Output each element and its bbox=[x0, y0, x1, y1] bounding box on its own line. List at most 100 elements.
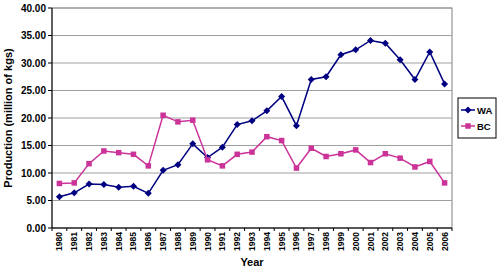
x-tick bbox=[229, 228, 230, 231]
point bbox=[57, 181, 63, 187]
y-tick-label: 35.00 bbox=[21, 30, 46, 41]
point bbox=[190, 117, 196, 123]
grid-line bbox=[52, 63, 452, 64]
grid-line bbox=[52, 200, 452, 201]
y-tick bbox=[48, 145, 52, 146]
point bbox=[294, 165, 300, 171]
point bbox=[279, 138, 285, 144]
point bbox=[219, 144, 226, 151]
point bbox=[145, 190, 152, 197]
point bbox=[426, 49, 433, 56]
point bbox=[115, 184, 122, 191]
point bbox=[293, 122, 300, 129]
legend bbox=[458, 98, 496, 138]
x-axis-label: Year bbox=[240, 256, 264, 268]
x-tick bbox=[377, 228, 378, 231]
point bbox=[441, 80, 448, 87]
x-tick bbox=[185, 228, 186, 231]
x-tick bbox=[111, 228, 112, 231]
chart: 0.005.0010.0015.0020.0025.0030.0035.0040… bbox=[0, 0, 500, 271]
plot-area bbox=[52, 8, 452, 228]
legend-marker bbox=[465, 123, 471, 129]
x-tick-label: 1993 bbox=[247, 232, 257, 251]
point bbox=[263, 107, 270, 114]
point bbox=[131, 152, 137, 158]
y-tick bbox=[48, 8, 52, 9]
y-tick-label: 25.00 bbox=[21, 85, 46, 96]
y-tick-label: 10.00 bbox=[21, 168, 46, 179]
legend-label: BC bbox=[477, 121, 491, 132]
point bbox=[383, 151, 389, 157]
y-tick-label: 30.00 bbox=[21, 58, 46, 69]
x-tick bbox=[214, 228, 215, 231]
y-tick-label: 40.00 bbox=[21, 3, 46, 14]
point bbox=[146, 163, 152, 169]
x-tick bbox=[155, 228, 156, 231]
x-tick-label: 1989 bbox=[188, 232, 198, 251]
x-tick-label: 1987 bbox=[158, 232, 168, 251]
x-tick-label: 1999 bbox=[336, 232, 346, 251]
x-tick bbox=[289, 228, 290, 231]
point bbox=[174, 161, 181, 168]
x-tick-label: 1980 bbox=[54, 232, 64, 251]
x-tick bbox=[81, 228, 82, 231]
x-tick bbox=[318, 228, 319, 231]
x-tick bbox=[126, 228, 127, 231]
point bbox=[338, 151, 344, 157]
x-tick-label: 1998 bbox=[321, 232, 331, 251]
x-tick bbox=[303, 228, 304, 231]
x-tick-label: 2000 bbox=[351, 232, 361, 251]
point bbox=[308, 76, 315, 83]
point bbox=[264, 134, 270, 140]
x-tick-label: 1981 bbox=[69, 232, 79, 251]
x-tick bbox=[200, 228, 201, 231]
y-tick bbox=[48, 200, 52, 201]
x-tick-label: 1991 bbox=[217, 232, 227, 251]
x-tick-label: 1982 bbox=[84, 232, 94, 251]
y-tick bbox=[48, 35, 52, 36]
point bbox=[278, 93, 285, 100]
x-tick bbox=[333, 228, 334, 231]
x-tick bbox=[244, 228, 245, 231]
y-tick bbox=[48, 90, 52, 91]
legend-marker bbox=[465, 107, 472, 114]
point bbox=[86, 181, 93, 188]
point bbox=[382, 40, 389, 47]
point bbox=[101, 148, 107, 154]
point bbox=[323, 154, 329, 160]
point bbox=[189, 140, 196, 147]
point bbox=[323, 73, 330, 80]
point bbox=[368, 160, 374, 166]
point bbox=[353, 147, 359, 153]
point bbox=[220, 163, 226, 169]
x-tick-label: 1992 bbox=[232, 232, 242, 251]
x-tick-label: 1988 bbox=[173, 232, 183, 251]
point bbox=[397, 155, 403, 161]
point bbox=[234, 152, 240, 158]
point bbox=[352, 46, 359, 53]
point bbox=[71, 180, 77, 186]
point bbox=[160, 167, 167, 174]
x-tick-label: 1996 bbox=[291, 232, 301, 251]
grid-line bbox=[52, 35, 452, 36]
x-tick-label: 2005 bbox=[425, 232, 435, 251]
grid-line bbox=[52, 90, 452, 91]
y-tick-label: 15.00 bbox=[21, 140, 46, 151]
point bbox=[397, 56, 404, 63]
y-tick bbox=[48, 173, 52, 174]
point bbox=[249, 117, 256, 124]
y-tick-label: 0.00 bbox=[27, 223, 47, 234]
x-tick-label: 1986 bbox=[143, 232, 153, 251]
x-tick-label: 1985 bbox=[128, 232, 138, 251]
x-tick-label: 2003 bbox=[395, 232, 405, 251]
grid-line bbox=[52, 145, 452, 146]
x-tick-label: 2006 bbox=[440, 232, 450, 251]
point bbox=[367, 37, 374, 44]
point bbox=[412, 164, 418, 170]
point bbox=[175, 119, 181, 125]
y-axis-label: Production (million of kgs) bbox=[2, 48, 14, 188]
x-tick bbox=[437, 228, 438, 231]
y-tick bbox=[48, 118, 52, 119]
x-tick bbox=[52, 228, 53, 231]
x-tick-label: 1995 bbox=[277, 232, 287, 251]
